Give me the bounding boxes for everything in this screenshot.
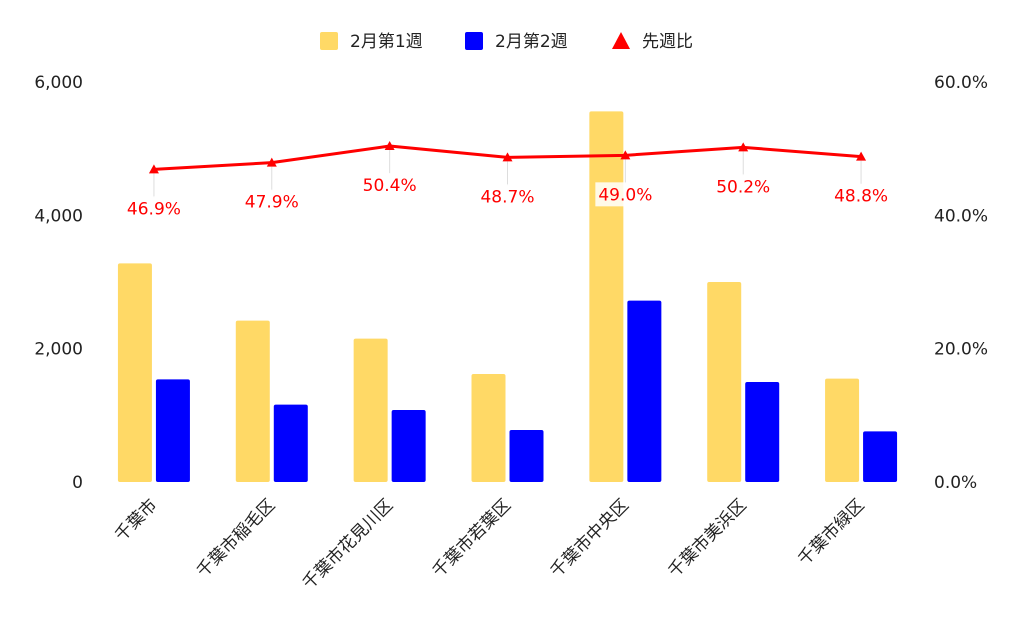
x-category-label: 千葉市緑区 bbox=[794, 495, 868, 569]
right-y-axis: 0.0% 20.0% 40.0% 60.0% bbox=[934, 73, 988, 493]
x-category-label: 千葉市中央区 bbox=[547, 495, 633, 581]
bar-week2 bbox=[863, 431, 898, 482]
data-labels-layer: 46.9% 47.9% 50.4% 48.7% 49.0% 50.2% 48.8% bbox=[123, 173, 892, 221]
ratio-point-marker bbox=[384, 141, 395, 150]
bar-week1 bbox=[825, 378, 860, 482]
data-label-background bbox=[713, 174, 774, 199]
ratio-point-marker bbox=[502, 152, 513, 162]
ratio-point-marker bbox=[148, 164, 159, 174]
bar-week2 bbox=[155, 379, 190, 482]
bar-week1 bbox=[589, 111, 624, 482]
bar-week2 bbox=[745, 382, 780, 482]
bar-week2 bbox=[273, 404, 308, 482]
legend-swatch-week2 bbox=[465, 32, 483, 50]
ratio-data-label: 50.4% bbox=[363, 176, 417, 196]
data-label-background bbox=[359, 173, 420, 197]
legend-label: 先週比 bbox=[642, 32, 693, 52]
bar-week1 bbox=[235, 320, 270, 482]
right-y-tick-label: 60.0% bbox=[934, 73, 988, 93]
legend-swatch-week1 bbox=[320, 32, 338, 50]
bar-week2 bbox=[627, 300, 662, 482]
bar-week1 bbox=[707, 282, 742, 482]
bar-week1 bbox=[471, 374, 506, 482]
data-label-background bbox=[123, 196, 184, 221]
data-label-background bbox=[477, 184, 538, 209]
ratio-data-label: 46.9% bbox=[127, 199, 181, 219]
legend-label: 2月第1週 bbox=[350, 32, 423, 52]
ratio-data-label: 48.8% bbox=[834, 187, 888, 207]
legend-triangle-icon bbox=[612, 32, 630, 49]
legend: 2月第1週 2月第2週 先週比 bbox=[320, 32, 693, 52]
bar-week1 bbox=[353, 338, 388, 482]
right-y-tick-label: 0.0% bbox=[934, 473, 977, 493]
ratio-point-marker bbox=[620, 150, 631, 160]
ratio-line-layer bbox=[148, 141, 867, 198]
left-y-tick-label: 4,000 bbox=[34, 206, 83, 226]
left-y-tick-label: 6,000 bbox=[34, 73, 83, 93]
x-category-label: 千葉市 bbox=[111, 495, 161, 545]
right-y-tick-label: 20.0% bbox=[934, 340, 988, 360]
ratio-data-label: 48.7% bbox=[480, 187, 534, 207]
ratio-point-marker bbox=[738, 142, 749, 152]
left-y-tick-label: 2,000 bbox=[34, 340, 83, 360]
x-category-label: 千葉市美浜区 bbox=[664, 495, 750, 581]
ratio-point-marker bbox=[266, 157, 277, 167]
ratio-data-label: 49.0% bbox=[598, 185, 652, 205]
legend-label: 2月第2週 bbox=[495, 32, 568, 52]
data-label-background bbox=[831, 183, 892, 208]
ratio-data-label: 47.9% bbox=[245, 193, 299, 213]
left-y-axis: 0 2,000 4,000 6,000 bbox=[34, 73, 83, 493]
x-axis: 千葉市 千葉市稲毛区 千葉市花見川区 千葉市若葉区 千葉市中央区 千葉市美浜区 千葉市緑区 bbox=[111, 495, 868, 593]
bar-week1 bbox=[117, 263, 152, 482]
bars-layer bbox=[117, 111, 898, 482]
ratio-point-marker bbox=[856, 151, 867, 161]
x-category-label: 千葉市若葉区 bbox=[429, 495, 515, 581]
x-category-label: 千葉市稲毛区 bbox=[193, 495, 279, 581]
left-y-tick-label: 0 bbox=[72, 473, 83, 493]
bar-week2 bbox=[391, 410, 426, 482]
data-label-background bbox=[241, 189, 302, 214]
x-category-label: 千葉市花見川区 bbox=[299, 495, 397, 593]
ratio-data-label: 50.2% bbox=[716, 177, 770, 197]
bar-week2 bbox=[509, 430, 544, 482]
right-y-tick-label: 40.0% bbox=[934, 206, 988, 226]
data-label-background bbox=[595, 182, 656, 207]
